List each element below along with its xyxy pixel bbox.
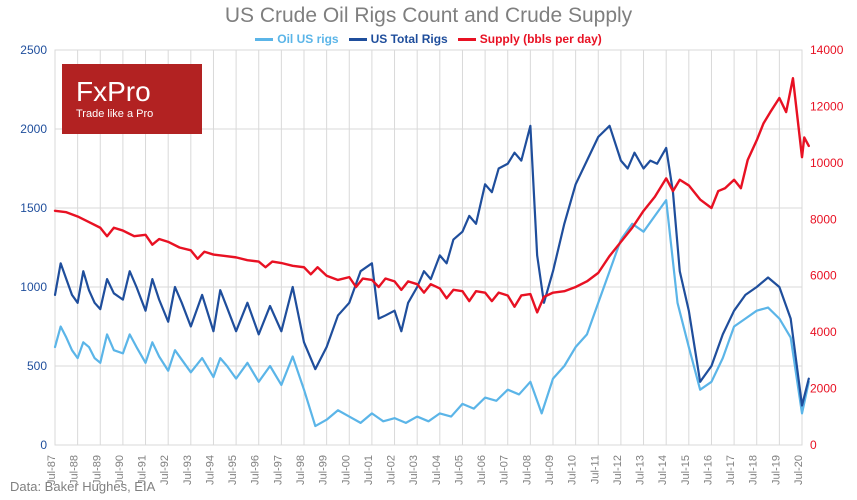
x-tick: Jul-12 <box>612 455 624 485</box>
x-tick: Jul-95 <box>227 455 239 485</box>
y-right-tick: 2000 <box>810 382 837 396</box>
y-left-tick: 0 <box>40 438 47 452</box>
x-tick: Jul-04 <box>431 455 443 485</box>
x-tick: Jul-07 <box>499 455 511 485</box>
x-tick: Jul-02 <box>386 455 398 485</box>
brand-name: FxPro <box>76 78 202 106</box>
y-left-tick: 500 <box>27 359 47 373</box>
x-tick: Jul-08 <box>521 455 533 485</box>
x-tick: Jul-96 <box>250 455 262 485</box>
x-tick: Jul-17 <box>725 455 737 485</box>
x-tick: Jul-13 <box>635 455 647 485</box>
y-right-tick: 8000 <box>810 212 837 226</box>
x-tick: Jul-09 <box>544 455 556 485</box>
x-tick: Jul-14 <box>657 455 669 485</box>
x-tick: Jul-18 <box>748 455 760 485</box>
y-right-tick: 10000 <box>810 156 844 170</box>
x-tick: Jul-05 <box>453 455 465 485</box>
y-right-tick: 14000 <box>810 43 844 57</box>
brand-tagline: Trade like a Pro <box>76 108 202 120</box>
x-tick: Jul-10 <box>567 455 579 485</box>
y-right-tick: 12000 <box>810 99 844 113</box>
x-tick: Jul-20 <box>793 455 805 485</box>
x-tick: Jul-19 <box>770 455 782 485</box>
y-left-tick: 2000 <box>20 122 47 136</box>
y-right-tick: 6000 <box>810 269 837 283</box>
x-tick: Jul-94 <box>204 455 216 485</box>
data-source: Data: Baker Hughes, EIA <box>10 479 155 494</box>
chart-container: US Crude Oil Rigs Count and Crude Supply… <box>0 0 857 500</box>
x-tick: Jul-16 <box>702 455 714 485</box>
x-tick: Jul-93 <box>182 455 194 485</box>
x-tick: Jul-06 <box>476 455 488 485</box>
y-left-tick: 2500 <box>20 43 47 57</box>
y-left-tick: 1000 <box>20 280 47 294</box>
brand-box: FxPro Trade like a Pro <box>62 64 202 134</box>
x-tick: Jul-97 <box>272 455 284 485</box>
x-tick: Jul-00 <box>340 455 352 485</box>
x-tick: Jul-03 <box>408 455 420 485</box>
x-tick: Jul-15 <box>680 455 692 485</box>
x-tick: Jul-11 <box>589 455 601 484</box>
y-right-tick: 4000 <box>810 325 837 339</box>
x-tick: Jul-01 <box>363 455 375 485</box>
x-tick: Jul-98 <box>295 455 307 485</box>
x-tick: Jul-92 <box>159 455 171 485</box>
y-left-tick: 1500 <box>20 201 47 215</box>
y-right-tick: 0 <box>810 438 817 452</box>
x-tick: Jul-99 <box>318 455 330 485</box>
